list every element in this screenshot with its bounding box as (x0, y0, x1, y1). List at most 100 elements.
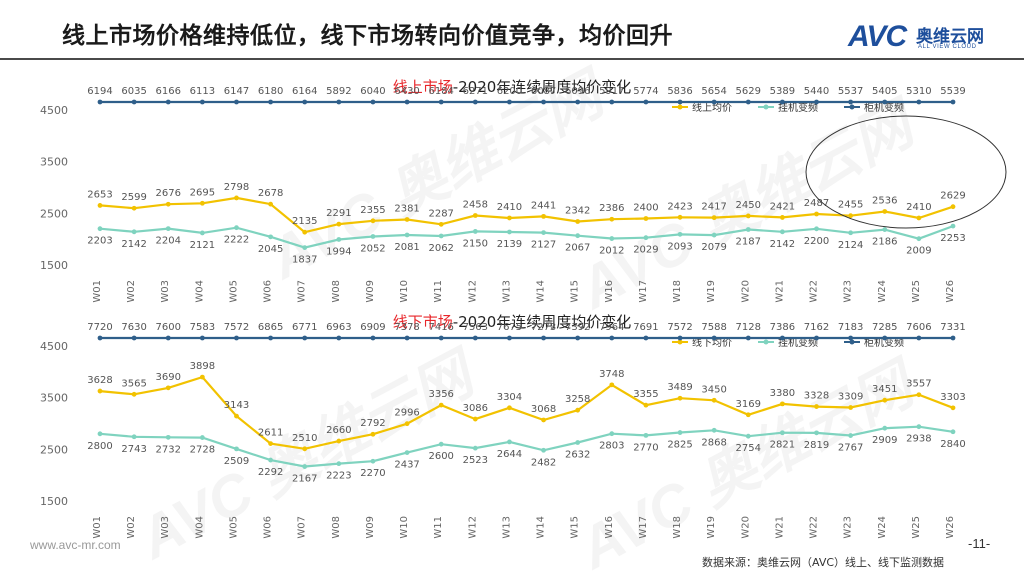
data-label: 6771 (292, 322, 317, 333)
data-point (131, 335, 137, 341)
data-point (472, 213, 478, 218)
data-label: 2342 (565, 205, 590, 216)
data-label: 2536 (872, 195, 897, 206)
data-point (370, 335, 376, 341)
data-label: 2124 (838, 240, 863, 251)
x-tick-label: W10 (399, 280, 410, 303)
data-point (438, 402, 444, 408)
x-tick-label: W06 (263, 280, 274, 303)
data-label: 7416 (428, 322, 453, 333)
data-point (745, 99, 751, 105)
data-label: 7572 (667, 322, 692, 333)
data-label: 2417 (701, 202, 726, 213)
x-tick-label: W10 (399, 516, 410, 539)
chart-title: 线上市场-2020年连续周度均价变化 (393, 78, 632, 96)
data-label: 2142 (770, 239, 795, 250)
data-label: 2423 (667, 201, 692, 212)
data-point (370, 218, 376, 224)
x-tick-label: W02 (126, 280, 137, 303)
legend-label: 挂机变频 (778, 336, 818, 349)
x-tick-label: W11 (433, 280, 444, 303)
page-number: -11- (968, 536, 991, 551)
data-point (199, 230, 205, 236)
data-label: 2800 (87, 441, 112, 452)
data-label: 2695 (190, 187, 215, 198)
data-point (268, 201, 273, 207)
data-label: 2045 (258, 244, 283, 255)
logo-mark: AVC (848, 20, 907, 53)
data-label: 2629 (940, 191, 965, 202)
data-source-note: 数据来源：奥维云网（AVC）线上、线下监测数据 (702, 556, 945, 569)
data-label: 2825 (667, 440, 692, 451)
data-point (745, 412, 751, 418)
data-label: 2204 (156, 236, 181, 247)
chart-title-highlight: 线下市场 (393, 313, 453, 331)
data-label: 7128 (736, 322, 761, 333)
legend-label: 柜机变频 (864, 101, 904, 114)
data-label: 2093 (667, 241, 692, 252)
x-tick-label: W16 (604, 280, 615, 303)
data-point (780, 215, 785, 220)
data-point (575, 99, 581, 105)
x-tick-label: W15 (570, 280, 581, 303)
data-label: 2441 (531, 200, 556, 211)
data-label: 2135 (292, 216, 317, 227)
data-point (916, 215, 922, 221)
chart-title-rest: -2020年连续周度均价变化 (453, 78, 632, 96)
data-point (97, 226, 103, 232)
legend-marker (763, 339, 769, 345)
data-point (745, 227, 751, 232)
data-point (404, 232, 410, 238)
y-tick-label: 3500 (40, 392, 68, 405)
data-label: 2754 (736, 443, 761, 454)
x-tick-label: W11 (433, 516, 444, 539)
chart-title: 线下市场-2020年连续周度均价变化 (393, 313, 632, 331)
data-point (780, 335, 785, 341)
data-point (643, 335, 649, 341)
data-point (677, 99, 683, 105)
website-url[interactable]: www.avc-mr.com (30, 538, 121, 552)
data-label: 5310 (906, 86, 931, 97)
x-tick-label: W13 (501, 280, 512, 303)
data-point (575, 233, 581, 239)
data-label: 3690 (156, 372, 181, 383)
data-point (336, 221, 342, 227)
x-tick-label: W23 (843, 516, 854, 539)
data-point (370, 431, 376, 437)
data-label: 2482 (531, 457, 556, 468)
data-point (882, 335, 888, 341)
x-tick-label: W06 (263, 516, 274, 539)
data-label: 6909 (360, 322, 385, 333)
data-label: 3355 (633, 389, 658, 400)
data-point (234, 225, 239, 231)
data-point (97, 388, 103, 394)
data-point (131, 205, 137, 211)
data-point (97, 335, 103, 341)
data-label: 5440 (804, 86, 829, 97)
data-point (370, 99, 376, 105)
data-label: 2840 (940, 439, 965, 450)
x-tick-label: W04 (194, 516, 205, 539)
data-point (336, 335, 342, 341)
data-point (677, 231, 683, 237)
data-label: 7588 (701, 322, 726, 333)
data-point (848, 230, 854, 236)
data-label: 2081 (394, 242, 419, 253)
x-tick-label: W19 (706, 516, 717, 539)
data-label: 3380 (770, 388, 795, 399)
data-label: 2732 (156, 444, 181, 455)
data-label: 2270 (360, 468, 385, 479)
data-label: 2121 (190, 240, 215, 251)
data-label: 6096 (565, 86, 590, 97)
data-point (711, 99, 717, 105)
x-tick-label: W21 (774, 516, 785, 539)
data-point (404, 99, 410, 105)
data-point (609, 216, 615, 222)
data-point (234, 413, 239, 419)
data-point (780, 99, 785, 105)
data-point (916, 236, 922, 242)
data-label: 6147 (224, 86, 249, 97)
data-point (882, 209, 888, 214)
data-label: 2386 (599, 203, 624, 214)
data-point (438, 233, 444, 239)
